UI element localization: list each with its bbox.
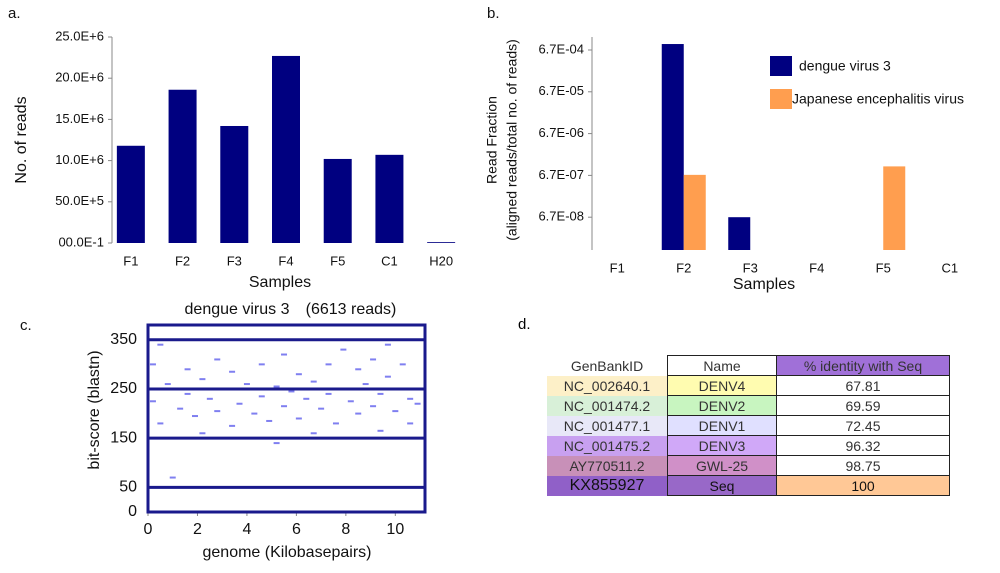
y-tick-label: 6.7E-06 xyxy=(538,125,584,140)
table-cell: 69.59 xyxy=(776,395,950,416)
x-axis-label: genome (Kilobasepairs) xyxy=(203,544,372,561)
table-cell: DENV1 xyxy=(667,415,777,436)
identity-table: GenBankID Name% identity with Seq NC_00264… xyxy=(547,355,950,496)
x-tick-label: 10 xyxy=(386,521,404,538)
chart-title: dengue virus 3 xyxy=(185,301,290,318)
x-tick-label: F4 xyxy=(278,253,293,268)
legend-swatch xyxy=(770,56,792,76)
x-axis-label: Samples xyxy=(733,276,795,293)
y-axis-label: No. of reads xyxy=(13,96,30,183)
table-row: NC_002640.1 DENV4 67.81 xyxy=(547,375,950,396)
table-cell: DENV3 xyxy=(667,435,777,456)
x-tick-label: F3 xyxy=(743,260,758,275)
x-tick-label: F3 xyxy=(227,253,242,268)
table-cell: NC_001477.1 xyxy=(547,415,668,436)
y-tick-label: 20.0E+6 xyxy=(55,70,104,85)
table-row: KX855927 Seq 100 xyxy=(547,475,950,496)
table-row: NC_001474.2 DENV2 69.59 xyxy=(547,395,950,416)
y-tick-label: 6.7E-08 xyxy=(538,209,584,224)
header-row: GenBankID Name% identity with Seq xyxy=(547,355,950,376)
x-tick-label: 6 xyxy=(292,521,301,538)
table-cell: GWL-25 xyxy=(667,455,777,476)
x-tick-label: 2 xyxy=(193,521,202,538)
legend-label: Japanese encephalitis virus xyxy=(792,91,964,107)
x-tick-label: F4 xyxy=(809,260,824,275)
y-axis-label: Read Fraction xyxy=(484,96,500,184)
bar xyxy=(427,242,456,243)
bar xyxy=(683,174,706,250)
y-tick-label: 150 xyxy=(110,429,137,446)
x-tick-label: F1 xyxy=(123,253,138,268)
column-header: GenBankID xyxy=(570,357,644,374)
y-tick-label: 250 xyxy=(110,380,137,397)
legend-swatch xyxy=(770,89,792,109)
panel-label: a. xyxy=(8,5,21,22)
table-cell: DENV2 xyxy=(667,395,777,416)
bar xyxy=(323,158,352,243)
x-tick-label: F2 xyxy=(175,253,190,268)
y-tick-label: 50.0E+5 xyxy=(55,193,104,208)
table-row: NC_001477.1 DENV1 72.45 xyxy=(547,415,950,436)
table-row: NC_001475.2 DENV3 96.32 xyxy=(547,435,950,456)
table-panel-label: d. xyxy=(518,316,531,333)
y-tick-label: 25.0E+6 xyxy=(55,28,104,43)
table-cell: NC_001475.2 xyxy=(547,435,668,456)
bar xyxy=(168,89,197,244)
bar xyxy=(220,125,249,243)
table-cell: 67.81 xyxy=(776,375,950,396)
chart-subtitle: (6613 reads) xyxy=(306,301,397,318)
x-tick-label: F5 xyxy=(330,253,345,268)
y-tick-label: 00.0E-1 xyxy=(58,234,104,249)
y-tick-label: 6.7E-07 xyxy=(538,167,584,182)
y-tick-label: 50 xyxy=(119,479,137,496)
table-cell: NC_002640.1 xyxy=(547,375,668,396)
column-header: Name xyxy=(667,355,777,376)
y-axis-label: bit-score (blastn) xyxy=(86,350,103,469)
legend-label: dengue virus 3 xyxy=(799,58,891,74)
x-tick-label: 0 xyxy=(144,521,153,538)
bar xyxy=(883,166,906,250)
table-cell: Seq xyxy=(667,475,777,496)
bar xyxy=(272,55,300,244)
bar xyxy=(728,217,751,250)
x-tick-label: F1 xyxy=(610,260,625,275)
bar xyxy=(661,44,684,250)
table-cell: 98.75 xyxy=(776,455,950,476)
table-cell: 100 xyxy=(776,475,950,496)
table-cell: 72.45 xyxy=(776,415,950,436)
column-header: % identity with Seq xyxy=(776,355,950,376)
x-axis-label: Samples xyxy=(249,274,311,291)
x-tick-label: C1 xyxy=(941,260,958,275)
table-cell: AY770511.2 xyxy=(547,455,668,476)
table-cell: NC_001474.2 xyxy=(547,395,668,416)
table-cell: DENV4 xyxy=(667,375,777,396)
table-cell: 96.32 xyxy=(776,435,950,456)
x-tick-label: H20 xyxy=(429,253,453,268)
y-tick-label: 0 xyxy=(128,503,137,520)
x-tick-label: C1 xyxy=(381,253,398,268)
y-axis-label: (aligned reads/total no. of reads) xyxy=(504,39,520,241)
table-row: AY770511.2 GWL-25 98.75 xyxy=(547,455,950,476)
x-tick-label: 4 xyxy=(242,521,251,538)
x-tick-label: F5 xyxy=(876,260,891,275)
y-tick-label: 10.0E+6 xyxy=(55,152,104,167)
y-tick-label: 6.7E-04 xyxy=(538,41,584,56)
x-tick-label: 8 xyxy=(341,521,350,538)
y-tick-label: 6.7E-05 xyxy=(538,83,584,98)
y-tick-label: 350 xyxy=(110,331,137,348)
y-tick-label: 15.0E+6 xyxy=(55,111,104,126)
bar xyxy=(116,145,145,243)
bar xyxy=(375,154,404,243)
panel-label: b. xyxy=(487,5,500,22)
table-cell: KX855927 xyxy=(547,475,668,496)
x-tick-label: F2 xyxy=(676,260,691,275)
panel-label: c. xyxy=(20,317,32,334)
plot-frame xyxy=(146,323,427,514)
